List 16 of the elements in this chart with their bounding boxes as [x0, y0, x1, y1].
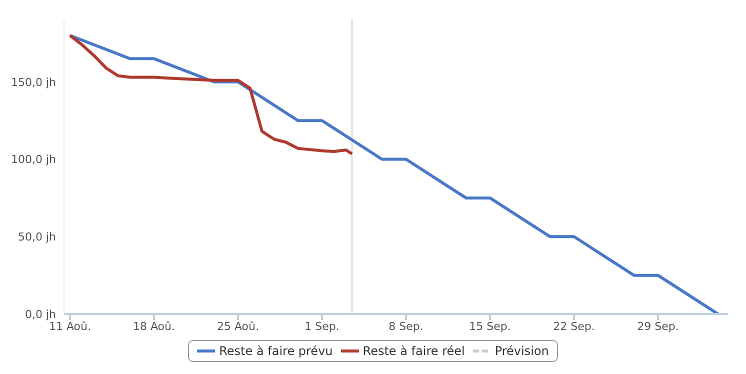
x-tick-label: 25 Aoû. [216, 320, 260, 333]
y-tick-label: 100,0 jh [10, 153, 56, 166]
x-tick-label: 11 Aoû. [48, 320, 92, 333]
y-tick-label: 0,0 jh [24, 308, 56, 321]
y-tick-label: 150,0 jh [10, 76, 56, 89]
legend-label: Prévision [494, 344, 549, 358]
y-tick-label: 50,0 jh [18, 230, 56, 244]
x-tick-label: 18 Aoû. [132, 320, 176, 333]
x-tick-label: 22 Sep. [553, 320, 595, 333]
legend-label: Reste à faire réel [362, 344, 465, 358]
x-tick-label: 15 Sep. [469, 320, 511, 333]
legend-label: Reste à faire prévu [219, 344, 333, 358]
x-tick-label: 8 Sep. [388, 320, 424, 333]
line-series [68, 34, 720, 314]
x-tick-label: 29 Sep. [637, 320, 679, 333]
x-tick-label: 1 Sep. [304, 320, 340, 333]
